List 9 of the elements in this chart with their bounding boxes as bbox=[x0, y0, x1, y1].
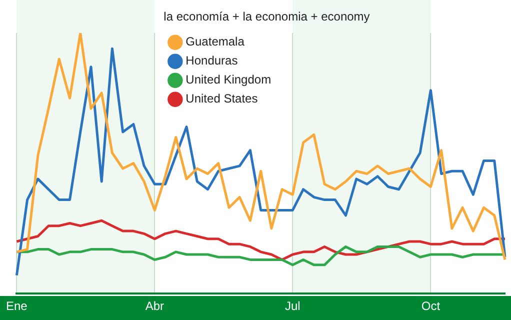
legend-title: la economía + la economia + economy bbox=[164, 9, 370, 24]
x-tick-label: Oct bbox=[421, 299, 441, 314]
x-tick-label: Abr bbox=[145, 299, 164, 314]
legend-label: Guatemala bbox=[186, 34, 245, 49]
x-tick-label: Ene bbox=[6, 299, 28, 314]
legend-label: Honduras bbox=[186, 54, 238, 68]
legend-label: United Kingdom bbox=[186, 72, 272, 87]
legend-label: United States bbox=[186, 92, 258, 106]
x-tick-label: Jul bbox=[285, 299, 300, 314]
